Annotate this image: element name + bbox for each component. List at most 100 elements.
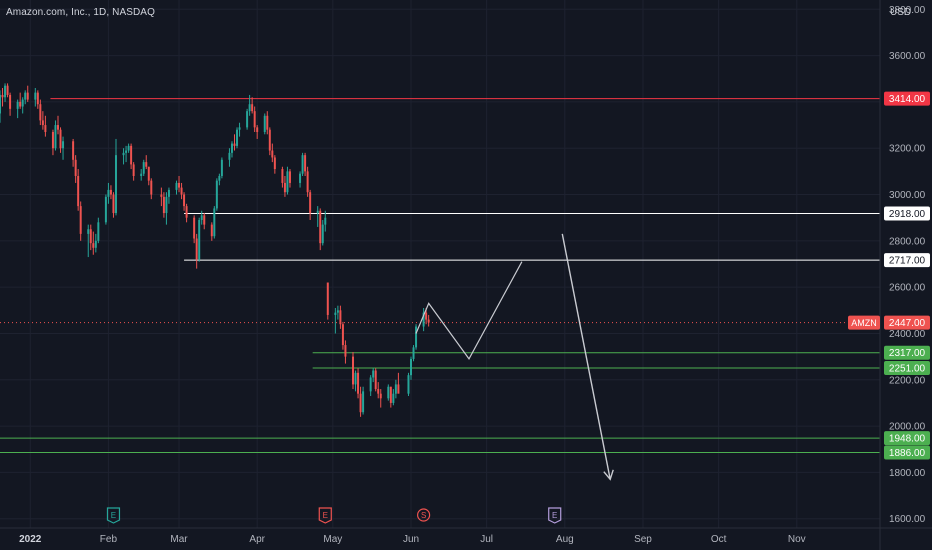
candle-body [165, 196, 168, 214]
candle-body [162, 196, 165, 214]
candle-body [4, 85, 7, 98]
candle-body [263, 115, 266, 132]
candle-body [341, 324, 344, 346]
y-tick-label: 3000.00 [889, 190, 926, 201]
candle-body [210, 224, 213, 237]
candle-body [114, 155, 117, 214]
candle-body [306, 171, 309, 193]
candle-body [9, 94, 12, 109]
candle-body [326, 282, 329, 315]
candle-body [203, 215, 206, 225]
candle-body [273, 157, 276, 170]
level-badge-1886.00 [884, 445, 930, 460]
candle-body [215, 180, 218, 209]
candle-body [125, 150, 128, 153]
candle-body [74, 159, 77, 176]
level-label-2717.00: 2717.00 [889, 256, 926, 267]
earnings-event-icon [548, 507, 562, 524]
gridlines [0, 0, 880, 528]
x-tick-label: Feb [100, 534, 118, 545]
y-tick-label: 3600.00 [889, 51, 926, 62]
event-label: S [421, 511, 426, 520]
event-label: E [323, 511, 328, 520]
candle-body [150, 180, 153, 195]
candle-body [268, 129, 271, 151]
candle-body [334, 312, 337, 315]
last-price-label: 2447.00 [889, 318, 926, 329]
x-tick-label: Oct [711, 534, 727, 545]
x-tick-label: Jul [480, 534, 493, 545]
level-label-3414.00: 3414.00 [889, 94, 926, 105]
candle-body [230, 143, 233, 153]
candle-body [392, 393, 395, 403]
candle-body [26, 92, 29, 100]
y-tick-label: 1600.00 [889, 514, 926, 525]
candle-body [200, 215, 203, 220]
event-label: E [552, 511, 557, 520]
candle-body [142, 162, 145, 174]
candle-body [79, 206, 82, 234]
candle-body [140, 173, 143, 176]
candle-body [145, 162, 148, 167]
projection-drawings[interactable] [415, 233, 614, 481]
candle-body [288, 171, 291, 183]
candles [0, 83, 430, 417]
candle-body [41, 120, 44, 126]
candle-body [24, 92, 27, 100]
candle-body [6, 85, 9, 95]
currency-label: USD [890, 7, 912, 18]
candle-body [167, 189, 170, 197]
candle-body [256, 127, 259, 132]
candle-body [178, 182, 181, 188]
candle-body [321, 224, 324, 244]
candle-body [183, 194, 186, 207]
candle-body [109, 189, 112, 195]
candle-body [316, 210, 319, 214]
level-label-2251.00: 2251.00 [889, 363, 926, 374]
candle-body [130, 145, 133, 165]
candle-body [193, 217, 196, 239]
candle-body [122, 152, 125, 156]
candle-body [283, 182, 286, 193]
x-tick-label: Mar [170, 534, 188, 545]
candle-body [354, 372, 357, 385]
candle-body [104, 196, 107, 223]
event-label: E [111, 511, 116, 520]
candle-body [97, 222, 100, 241]
y-tick-label: 3800.00 [889, 5, 926, 16]
projection-zigzag [415, 261, 523, 361]
candle-body [39, 104, 42, 121]
candle-body [359, 393, 362, 413]
x-tick-label: Apr [249, 534, 265, 545]
level-badge-3414.00 [884, 91, 930, 106]
candle-body [374, 370, 377, 390]
candle-body [301, 155, 304, 174]
candle-body [233, 143, 236, 146]
candle-body [324, 217, 327, 225]
y-tick-label: 2400.00 [889, 329, 926, 340]
candle-body [362, 391, 365, 413]
level-label-2317.00: 2317.00 [889, 348, 926, 359]
candle-body [228, 152, 231, 160]
y-tick-label: 1800.00 [889, 468, 926, 479]
candle-body [180, 187, 183, 195]
candle-body [379, 393, 382, 399]
candle-body [251, 104, 254, 112]
candle-body [36, 92, 39, 105]
level-label-1886.00: 1886.00 [889, 448, 926, 459]
candle-body [147, 166, 150, 181]
y-tick-label: 2600.00 [889, 283, 926, 294]
x-tick-label: Nov [788, 534, 806, 545]
time-axis[interactable]: 2022 Feb Mar Apr May Jun Jul Aug Sep Oct Nov [19, 534, 806, 545]
candle-body [92, 243, 95, 248]
candle-body [286, 171, 289, 193]
level-badge-2717.00 [884, 253, 930, 268]
x-tick-label: Sep [634, 534, 652, 545]
earnings-event-icon [106, 507, 121, 524]
candle-body [415, 326, 418, 348]
horizontal-levels[interactable] [0, 98, 880, 454]
candle-body [62, 141, 65, 149]
